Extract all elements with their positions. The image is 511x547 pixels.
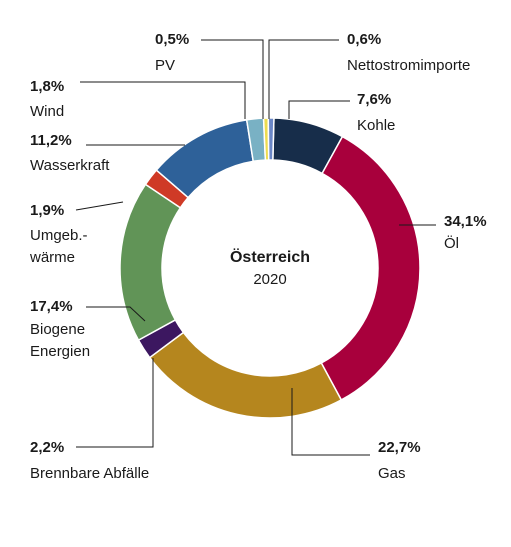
value-label-umgeb-waerme: 1,9%: [30, 202, 64, 219]
slices-group: [119, 117, 421, 419]
leader-line-umgeb-waerme: [75, 201, 124, 211]
leader-line-wind: [80, 81, 246, 119]
category-label-umgeb-waerme-line-2: wärme: [29, 249, 75, 266]
category-label-wind: Wind: [30, 103, 64, 120]
category-label-pv: PV: [155, 57, 175, 74]
value-label-kohle: 7,6%: [357, 91, 391, 108]
value-label-pv: 0,5%: [155, 31, 189, 48]
center-subtitle: 2020: [253, 271, 286, 288]
category-label-kohle: Kohle: [357, 117, 395, 134]
leader-line-gas: [291, 388, 370, 456]
leader-line-brennbare-abfaelle: [76, 358, 154, 448]
leader-line-pv: [201, 39, 264, 119]
value-label-nettostromimporte: 0,6%: [347, 31, 381, 48]
value-label-wind: 1,8%: [30, 78, 64, 95]
leader-line-kohle: [288, 100, 350, 119]
category-label-wasserkraft: Wasserkraft: [30, 157, 110, 174]
center-title: Österreich: [230, 247, 310, 266]
value-label-brennbare-abfaelle: 2,2%: [30, 439, 64, 456]
category-label-biogene-energien-line-2: Energien: [30, 343, 90, 360]
value-label-gas: 22,7%: [378, 439, 421, 456]
category-label-biogene-energien-line-1: Biogene: [30, 321, 85, 338]
slice-oel: [320, 135, 421, 401]
slice-nettostromimporte: [267, 117, 275, 161]
labels-group: 7,6% Kohle 34,1% Öl 22,7% Gas 2,2% Brennbare Ab…: [29, 31, 487, 482]
category-label-nettostromimporte: Nettostromimporte: [347, 57, 470, 74]
leader-lines-group: [75, 39, 436, 456]
category-label-umgeb-waerme-line-1: Umgeb.-: [30, 227, 88, 244]
leader-line-biogene-energien: [86, 306, 146, 322]
value-label-biogene-energien: 17,4%: [30, 298, 73, 315]
slice-biogene-energien: [119, 183, 182, 342]
leader-line-nettostromimporte: [268, 39, 339, 119]
category-label-oel: Öl: [444, 234, 459, 252]
slice-gas: [148, 331, 343, 419]
value-label-oel: 34,1%: [444, 213, 487, 230]
category-label-brennbare-abfaelle: Brennbare Abfälle: [30, 465, 149, 482]
category-label-gas: Gas: [378, 465, 406, 482]
value-label-wasserkraft: 11,2%: [30, 132, 72, 149]
